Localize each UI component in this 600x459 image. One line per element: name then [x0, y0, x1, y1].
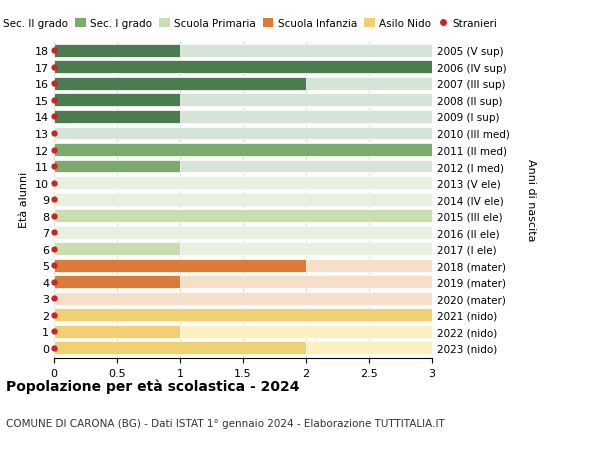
Text: COMUNE DI CARONA (BG) - Dati ISTAT 1° gennaio 2024 - Elaborazione TUTTITALIA.IT: COMUNE DI CARONA (BG) - Dati ISTAT 1° ge…: [6, 418, 445, 428]
Bar: [54, 276, 432, 289]
Bar: [54, 144, 432, 157]
Bar: [54, 193, 432, 206]
Y-axis label: Età alunni: Età alunni: [19, 172, 29, 228]
Bar: [54, 61, 432, 74]
Bar: [54, 276, 180, 289]
Bar: [54, 259, 432, 272]
Bar: [54, 210, 432, 223]
Bar: [54, 78, 432, 90]
Bar: [54, 160, 180, 173]
Y-axis label: Anni di nascita: Anni di nascita: [526, 158, 536, 241]
Bar: [54, 94, 432, 107]
Bar: [54, 243, 432, 256]
Legend: Sec. II grado, Sec. I grado, Scuola Primaria, Scuola Infanzia, Asilo Nido, Stran: Sec. II grado, Sec. I grado, Scuola Prim…: [0, 15, 502, 33]
Bar: [54, 341, 306, 354]
Bar: [54, 160, 432, 173]
Bar: [54, 325, 180, 338]
Text: Popolazione per età scolastica - 2024: Popolazione per età scolastica - 2024: [6, 379, 299, 393]
Bar: [54, 210, 432, 223]
Bar: [54, 127, 432, 140]
Bar: [54, 325, 432, 338]
Bar: [54, 177, 432, 190]
Bar: [54, 259, 306, 272]
Bar: [54, 45, 180, 58]
Bar: [54, 78, 306, 90]
Bar: [54, 226, 432, 239]
Bar: [54, 292, 432, 305]
Bar: [54, 111, 180, 123]
Bar: [54, 243, 180, 256]
Bar: [54, 94, 180, 107]
Bar: [54, 45, 432, 58]
Bar: [54, 309, 432, 322]
Bar: [54, 61, 432, 74]
Bar: [54, 341, 432, 354]
Bar: [54, 309, 432, 322]
Bar: [54, 111, 432, 123]
Bar: [54, 144, 432, 157]
